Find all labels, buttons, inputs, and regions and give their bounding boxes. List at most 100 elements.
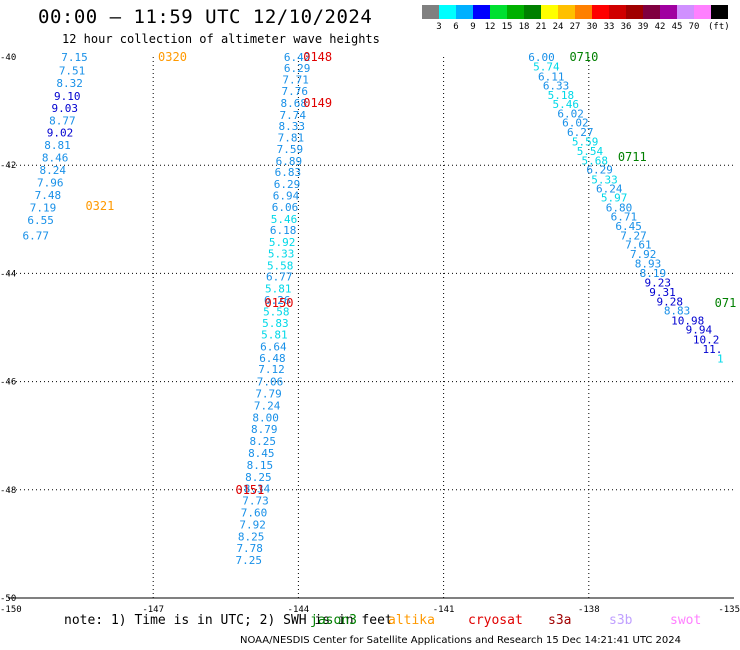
pass-label: 0321 xyxy=(85,199,114,213)
longitude-label: -141 xyxy=(433,605,455,615)
swh-value: 5.33 xyxy=(268,247,295,260)
swh-value: 9.94 xyxy=(686,324,713,337)
latitude-label: -40 xyxy=(0,53,16,63)
pass-label: 0151 xyxy=(235,483,264,497)
swh-value: 9.02 xyxy=(47,127,74,140)
swh-value: 8.68 xyxy=(280,97,307,110)
swh-value: 6.24 xyxy=(596,182,623,195)
pass-label: 0320 xyxy=(158,50,187,64)
swh-value: 6.89 xyxy=(276,155,303,168)
swh-value: 8.83 xyxy=(664,305,691,318)
note-text: note: 1) Time is in UTC; 2) SWH is in fe… xyxy=(64,613,393,628)
color-swatch xyxy=(541,5,558,19)
swh-value: 8.79 xyxy=(251,423,278,436)
track-altika-1: 7.157.518.329.109.038.779.028.818.468.24… xyxy=(23,51,88,243)
color-legend-label: 12 xyxy=(484,22,496,32)
longitude-label: -144 xyxy=(288,605,310,615)
swh-value: 5.33 xyxy=(591,173,618,186)
color-legend-label: 27 xyxy=(569,22,581,32)
swh-value: 7.74 xyxy=(280,109,307,122)
swh-value: 7.25 xyxy=(235,554,261,567)
swh-value: 8.00 xyxy=(252,411,278,424)
swh-value: 5.68 xyxy=(582,154,609,167)
latitude-label: -46 xyxy=(0,378,16,388)
swh-value: 6.42 xyxy=(284,51,311,64)
swh-value: 7.15 xyxy=(61,51,88,64)
swh-value: 6.02 xyxy=(557,107,584,120)
axis-labels: -40 -42 -44 -46 -48 -50-150 -147 -144 -141 -138 -1… xyxy=(0,53,740,615)
swh-value: 5.54 xyxy=(577,145,604,158)
color-swatch xyxy=(575,5,592,19)
swh-value: 8.33 xyxy=(279,120,306,133)
legend-altika: altika xyxy=(388,613,435,628)
color-swatch xyxy=(558,5,575,19)
swh-value: 8.25 xyxy=(245,471,272,484)
swh-value: 7.59 xyxy=(277,143,304,156)
swh-value: 6.11 xyxy=(538,70,565,83)
swh-value: 7.51 xyxy=(59,65,86,78)
swh-value: 8.32 xyxy=(56,77,83,90)
swh-value: 6.29 xyxy=(284,62,311,75)
swh-value: 7.48 xyxy=(35,189,62,202)
color-swatch xyxy=(626,5,643,19)
color-legend-label: 15 xyxy=(501,22,513,32)
swh-value: 6.77 xyxy=(266,271,293,284)
swh-value: 8.46 xyxy=(42,152,69,165)
swh-value: 6.26 xyxy=(264,294,291,307)
swh-value: 8.93 xyxy=(635,258,662,271)
color-swatch xyxy=(592,5,609,19)
color-legend-label: 24 xyxy=(552,22,564,32)
swh-value: 6.06 xyxy=(272,201,299,214)
swh-value: 6.80 xyxy=(606,201,633,214)
swh-value: 6.48 xyxy=(259,352,286,365)
latitude-label: -42 xyxy=(0,161,16,171)
swh-value: 7.73 xyxy=(242,495,268,508)
swh-value: 10.2 xyxy=(693,333,720,346)
swh-value: 7.96 xyxy=(37,177,64,190)
color-swatch xyxy=(660,5,677,19)
swh-value: 6.02 xyxy=(562,116,589,129)
swh-value: 10.98 xyxy=(671,314,704,327)
pass-labels: 0320 0321 0148 0149 0150 0151 0710 0711 071 xyxy=(85,50,736,497)
page-title: 00:00 – 11:59 UTC 12/10/2024 xyxy=(38,6,373,28)
swh-value: 7.79 xyxy=(255,388,282,401)
swh-value: 8.34 xyxy=(244,483,271,496)
swh-value: 5.58 xyxy=(263,305,290,318)
swh-value: 7.78 xyxy=(236,542,263,555)
latitude-label: -44 xyxy=(0,269,16,279)
swh-value: 7.76 xyxy=(281,85,308,98)
swh-value: 7.61 xyxy=(625,239,652,252)
latitude-label: -48 xyxy=(0,486,16,496)
subtitle: 12 hour collection of altimeter wave hei… xyxy=(62,32,380,46)
color-swatch xyxy=(439,5,456,19)
swh-value: 7.71 xyxy=(282,74,309,87)
swh-value: 9.23 xyxy=(644,277,671,290)
color-swatch xyxy=(694,5,711,19)
pass-label: 0710 xyxy=(569,50,598,64)
color-legend-label: 9 xyxy=(470,22,476,32)
color-swatch xyxy=(507,5,524,19)
swh-value: 8.77 xyxy=(49,114,76,127)
swh-value: 6.64 xyxy=(260,340,287,353)
swh-value: 6.29 xyxy=(274,178,301,191)
legend-s3a: s3a xyxy=(548,613,572,628)
swh-value: 7.92 xyxy=(239,518,265,531)
swh-value: 7.12 xyxy=(258,363,285,376)
color-legend-label: 6 xyxy=(453,22,459,32)
longitude-label: -138 xyxy=(578,605,600,615)
track-jason-1: 6.005.746.116.335.185.466.026.026.275.59… xyxy=(528,51,723,365)
legend-s3b: s3b xyxy=(609,613,633,628)
color-legend-label: 30 xyxy=(586,22,598,32)
color-legend-label: 42 xyxy=(654,22,666,32)
map-grid xyxy=(8,57,734,599)
swh-value: 6.71 xyxy=(611,211,638,224)
swh-value: 8.45 xyxy=(248,447,275,460)
swh-value: 5.59 xyxy=(572,135,599,148)
swh-value: 7.06 xyxy=(257,376,284,389)
swh-value: 7.92 xyxy=(630,248,657,261)
swh-value: 6.77 xyxy=(23,230,50,243)
swh-value: 6.33 xyxy=(543,80,570,93)
longitude-label: -135 xyxy=(718,605,740,615)
color-legend-label: 39 xyxy=(637,22,649,32)
